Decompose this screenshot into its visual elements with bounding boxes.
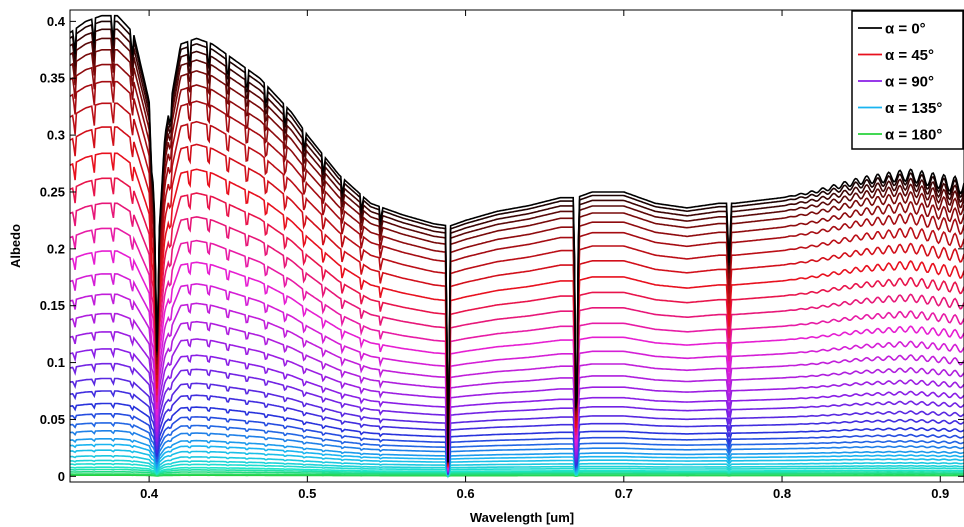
albedo-curve-95deg [70, 362, 964, 473]
albedo-curve-30deg [70, 80, 964, 465]
albedo-curve-115deg [70, 413, 964, 475]
albedo-curve-125deg [70, 430, 964, 475]
legend-entry-label: α = 0° [885, 21, 926, 38]
albedo-curve-40deg [70, 126, 964, 466]
plot-area-frame [69, 9, 964, 483]
legend-entry-label: α = 45° [885, 47, 934, 64]
y-tick-label: 0.4 [47, 14, 66, 29]
x-tick-label: 0.8 [773, 486, 791, 501]
y-axis-label: Albedo [8, 224, 23, 268]
albedo-curve-65deg [70, 250, 964, 470]
albedo-curve-100deg [70, 377, 964, 474]
x-tick-label: 0.4 [140, 486, 159, 501]
albedo-curve-35deg [70, 102, 964, 465]
albedo-curve-155deg [70, 463, 964, 479]
albedo-curve-140deg [70, 449, 964, 476]
albedo-curve-165deg [70, 468, 964, 478]
albedo-curve-45deg [70, 152, 964, 467]
x-tick-label: 0.9 [931, 486, 949, 501]
albedo-curve-170deg [70, 471, 964, 478]
albedo-curve-0deg [70, 14, 964, 463]
albedo-curve-20deg [70, 49, 964, 464]
albedo-curve-85deg [70, 331, 964, 472]
albedo-curve-25deg [70, 63, 964, 464]
x-axis-ticks: 0.4 0.5 0.6 0.7 0.8 0.9 [140, 10, 949, 501]
x-tick-label: 0.6 [457, 486, 475, 501]
albedo-curve-120deg [70, 422, 964, 475]
legend-entry-label: α = 135° [885, 100, 942, 117]
x-tick-label: 0.5 [298, 486, 316, 501]
y-axis-ticks: 0 0.05 0.1 0.15 0.2 0.25 0.3 0.35 0.4 [40, 14, 964, 484]
albedo-curve-55deg [70, 202, 964, 468]
albedo-curve-60deg [70, 227, 964, 469]
y-tick-label: 0.1 [47, 355, 65, 370]
x-axis-label: Wavelength [um] [470, 510, 574, 525]
albedo-curve-90deg [70, 348, 964, 473]
albedo-curve-15deg [70, 37, 964, 463]
albedo-curve-110deg [70, 402, 964, 475]
legend-entry-label: α = 90° [885, 74, 934, 91]
legend-entry-label: α = 180° [885, 127, 942, 144]
albedo-curve-75deg [70, 293, 964, 471]
albedo-curves [70, 14, 964, 479]
legend-box [851, 10, 964, 150]
albedo-curve-5deg [70, 20, 964, 463]
y-tick-label: 0.15 [40, 298, 65, 313]
y-tick-label: 0.05 [40, 412, 65, 427]
y-tick-label: 0.2 [47, 241, 65, 256]
albedo-curve-105deg [70, 390, 964, 474]
albedo-curve-160deg [70, 466, 964, 478]
albedo-curve-130deg [70, 438, 964, 476]
y-tick-label: 0 [58, 469, 65, 484]
legend: α = 0° α = 45° α = 90° α = 135° α = 180° [851, 10, 964, 150]
albedo-curve-150deg [70, 459, 964, 479]
albedo-curve-175deg [70, 473, 964, 478]
albedo-curve-70deg [70, 273, 964, 471]
x-tick-label: 0.7 [615, 486, 633, 501]
y-tick-label: 0.35 [40, 71, 65, 86]
albedo-curve-80deg [70, 312, 964, 472]
albedo-curve-50deg [70, 177, 964, 468]
y-tick-label: 0.25 [40, 184, 65, 199]
albedo-curve-135deg [70, 443, 964, 476]
albedo-curve-145deg [70, 455, 964, 476]
albedo-curve-10deg [70, 28, 964, 463]
y-tick-label: 0.3 [47, 128, 65, 143]
